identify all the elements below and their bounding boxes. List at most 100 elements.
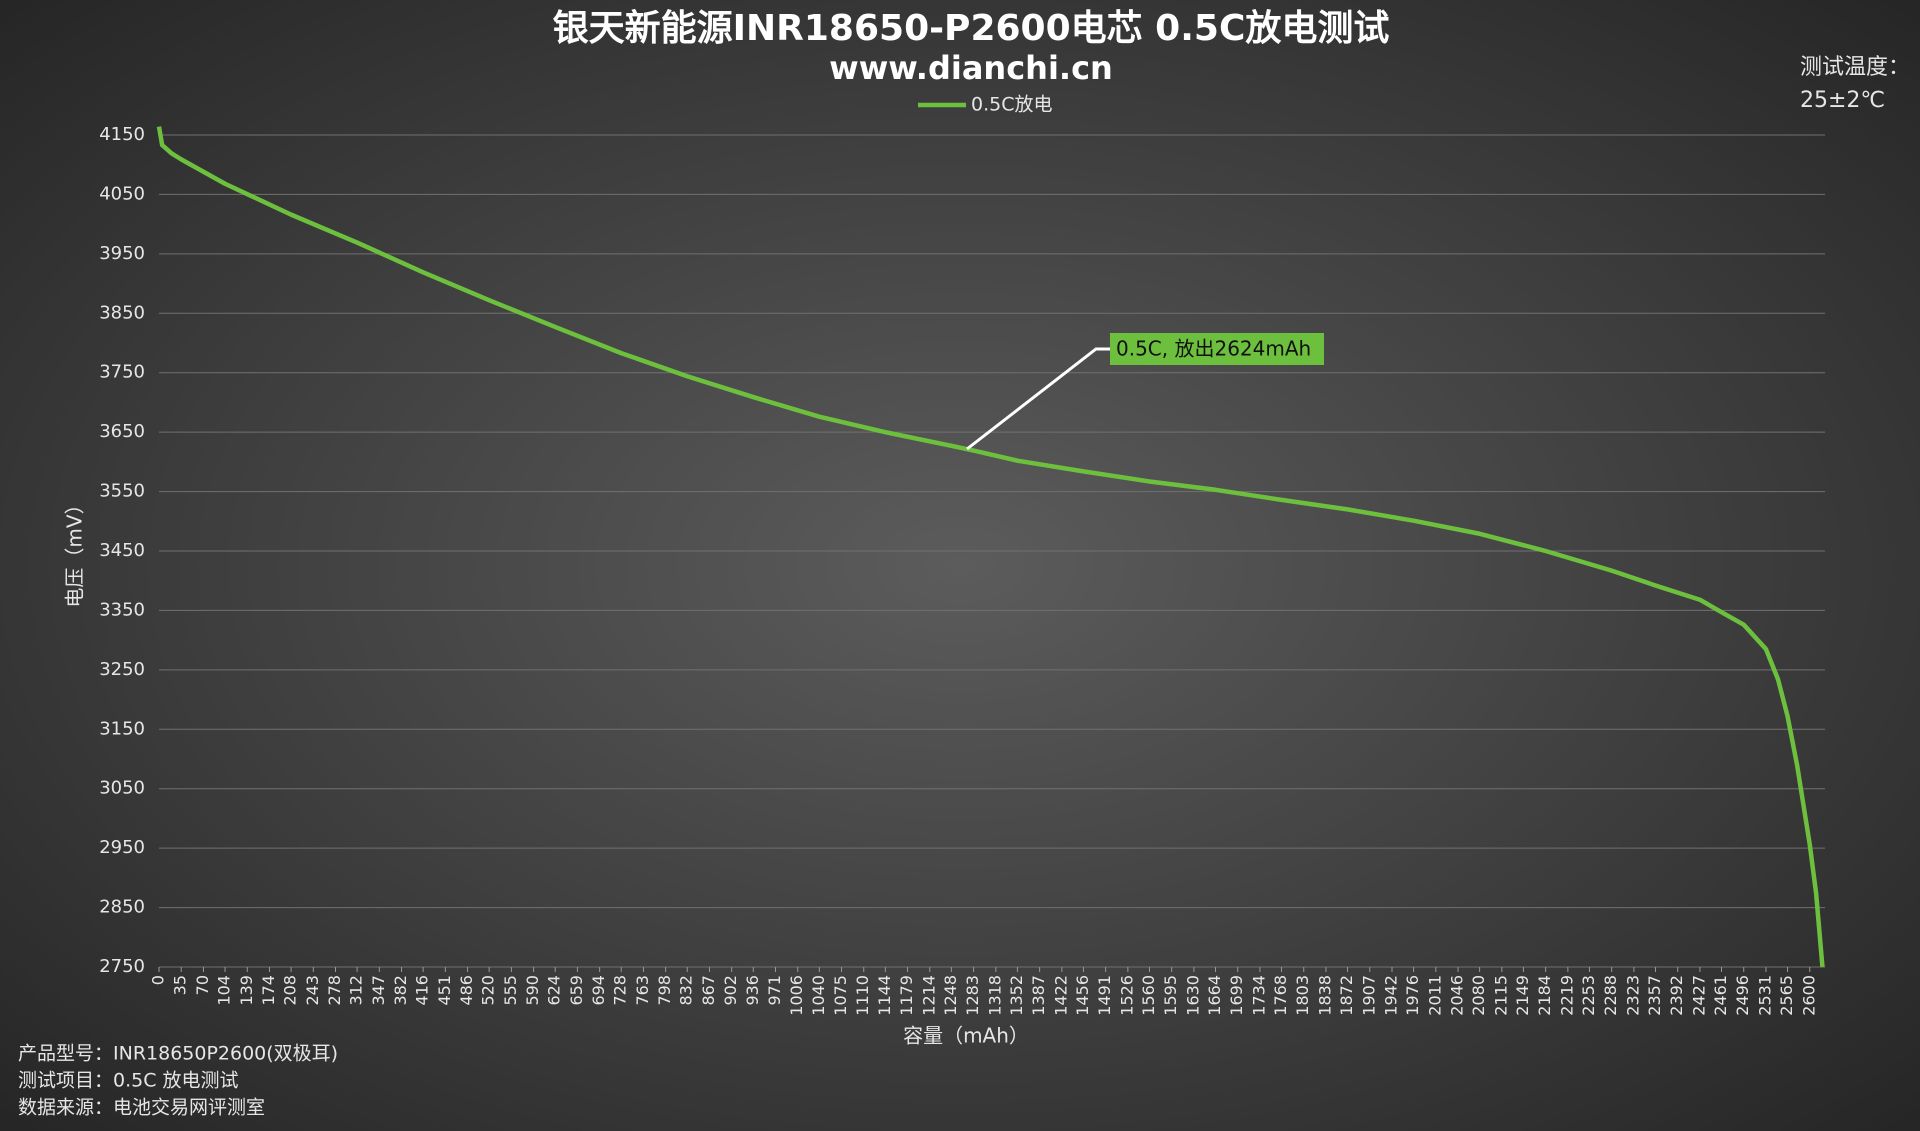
x-tick-label: 971 [765, 975, 784, 1006]
x-tick-label: 382 [391, 975, 410, 1006]
x-tick-label: 1976 [1403, 975, 1422, 1016]
footer-line: 产品型号：INR18650P2600(双极耳) [18, 1043, 338, 1065]
x-tick-label: 208 [281, 975, 300, 1006]
x-tick-label: 2427 [1689, 975, 1708, 1016]
x-tick-label: 2288 [1601, 975, 1620, 1016]
x-tick-label: 104 [215, 975, 234, 1006]
x-tick-label: 867 [699, 975, 718, 1006]
data-line [156, 126, 1825, 968]
x-tick-label: 1768 [1271, 975, 1290, 1016]
x-tick-label: 1248 [941, 975, 960, 1016]
x-tick-label: 2046 [1448, 975, 1467, 1016]
x-tick-label: 1664 [1205, 975, 1224, 1016]
x-tick-label: 2149 [1513, 975, 1532, 1016]
x-axis-label: 容量（mAh） [903, 1024, 1029, 1048]
y-tick-label: 2950 [99, 837, 145, 858]
x-tick-label: 2115 [1491, 975, 1510, 1016]
temperature-value: 25±2℃ [1800, 88, 1885, 113]
x-tick-label: 2600 [1799, 975, 1818, 1016]
x-tick-label: 763 [633, 975, 652, 1006]
y-tick-label: 3950 [99, 243, 145, 264]
x-tick-label: 1699 [1227, 975, 1246, 1016]
annotation-box [1110, 333, 1324, 365]
x-tick-label: 416 [413, 975, 432, 1006]
x-tick-label: 555 [501, 975, 520, 1006]
x-tick-label: 174 [259, 975, 278, 1006]
x-tick-label: 2184 [1535, 975, 1554, 1016]
x-tick-label: 1838 [1315, 975, 1334, 1016]
x-tick-label: 2219 [1557, 975, 1576, 1016]
x-tick-label: 278 [325, 975, 344, 1006]
x-tick-label: 1110 [853, 975, 872, 1016]
y-tick-label: 4150 [99, 124, 145, 145]
x-tick-label: 35 [171, 975, 190, 995]
y-tick-label: 3550 [99, 481, 145, 502]
x-tick-label: 1595 [1161, 975, 1180, 1016]
footer-line: 数据来源：电池交易网评测室 [18, 1097, 265, 1119]
x-tick-label: 2011 [1425, 975, 1444, 1016]
y-axis-label: 电压（mV） [63, 494, 87, 607]
y-tick-label: 4050 [99, 183, 145, 204]
x-tick-label: 2323 [1623, 975, 1642, 1016]
footer-line: 测试项目：0.5C 放电测试 [18, 1070, 239, 1092]
x-tick-label: 1179 [897, 975, 916, 1016]
x-tick-label: 728 [611, 975, 630, 1006]
plot-area: 2750 2850 2950 3050 3150 3250 3350 3450 3550 3650… [99, 94, 1825, 1016]
y-tick-label: 3750 [99, 362, 145, 383]
x-tick-label: 2080 [1469, 975, 1488, 1016]
x-tick-label: 1006 [787, 975, 806, 1016]
temperature-label: 测试温度： [1800, 55, 1910, 80]
x-tick-label: 1803 [1293, 975, 1312, 1016]
x-tick-label: 70 [193, 975, 212, 995]
x-tick-label: 1526 [1117, 975, 1136, 1016]
x-tick-label: 1352 [1007, 975, 1026, 1016]
x-tick-label: 1872 [1337, 975, 1356, 1016]
x-tick-label: 1907 [1359, 975, 1378, 1016]
x-tick-label: 2253 [1579, 975, 1598, 1016]
y-tick-label: 3350 [99, 599, 145, 620]
x-tick-label: 139 [237, 975, 256, 1006]
x-tick-label: 798 [655, 975, 674, 1006]
x-tick-label: 694 [589, 975, 608, 1006]
x-tick-label: 2496 [1733, 975, 1752, 1016]
x-tick-label: 1734 [1249, 975, 1268, 1016]
legend-label: 0.5C放电 [971, 94, 1052, 116]
x-tick-label: 1040 [809, 975, 828, 1016]
x-tick-label: 1387 [1029, 975, 1048, 1016]
x-tick-label: 936 [743, 975, 762, 1006]
x-tick-label: 2531 [1755, 975, 1774, 1016]
annotation: 0.5C, 放出2624mAh [1116, 337, 1311, 361]
y-tick-label: 2850 [99, 897, 145, 918]
y-tick-label: 3650 [99, 421, 145, 442]
x-tick-label: 1456 [1073, 975, 1092, 1016]
x-tick-label: 2461 [1711, 975, 1730, 1016]
x-tick-label: 2565 [1777, 975, 1796, 1016]
y-tick-label: 3250 [99, 659, 145, 680]
x-tick-label: 312 [347, 975, 366, 1006]
x-tick-label: 1491 [1095, 975, 1114, 1016]
chart-title: 银天新能源INR18650-P2600电芯 0.5C放电测试 [553, 8, 1390, 49]
x-tick-label: 659 [567, 975, 586, 1006]
x-tick-label: 0 [149, 975, 168, 985]
x-tick-label: 624 [545, 975, 564, 1006]
y-tick-label: 3150 [99, 718, 145, 739]
x-tick-label: 1560 [1139, 975, 1158, 1016]
x-tick-label: 2357 [1645, 975, 1664, 1016]
x-tick-label: 451 [435, 975, 454, 1006]
x-tick-label: 1214 [919, 975, 938, 1016]
y-tick-label: 3450 [99, 540, 145, 561]
chart-subtitle: www.dianchi.cn [829, 49, 1113, 87]
x-tick-label: 347 [369, 975, 388, 1006]
x-tick-label: 520 [479, 975, 498, 1006]
x-tick-label: 1075 [831, 975, 850, 1016]
x-tick-label: 486 [457, 975, 476, 1006]
x-tick-label: 2392 [1667, 975, 1686, 1016]
x-tick-label: 1630 [1183, 975, 1202, 1016]
x-tick-label: 590 [523, 975, 542, 1006]
x-tick-label: 902 [721, 975, 740, 1006]
annotation-leader [966, 347, 1110, 451]
x-tick-label: 1318 [985, 975, 1004, 1016]
x-tick-label: 1422 [1051, 975, 1070, 1016]
